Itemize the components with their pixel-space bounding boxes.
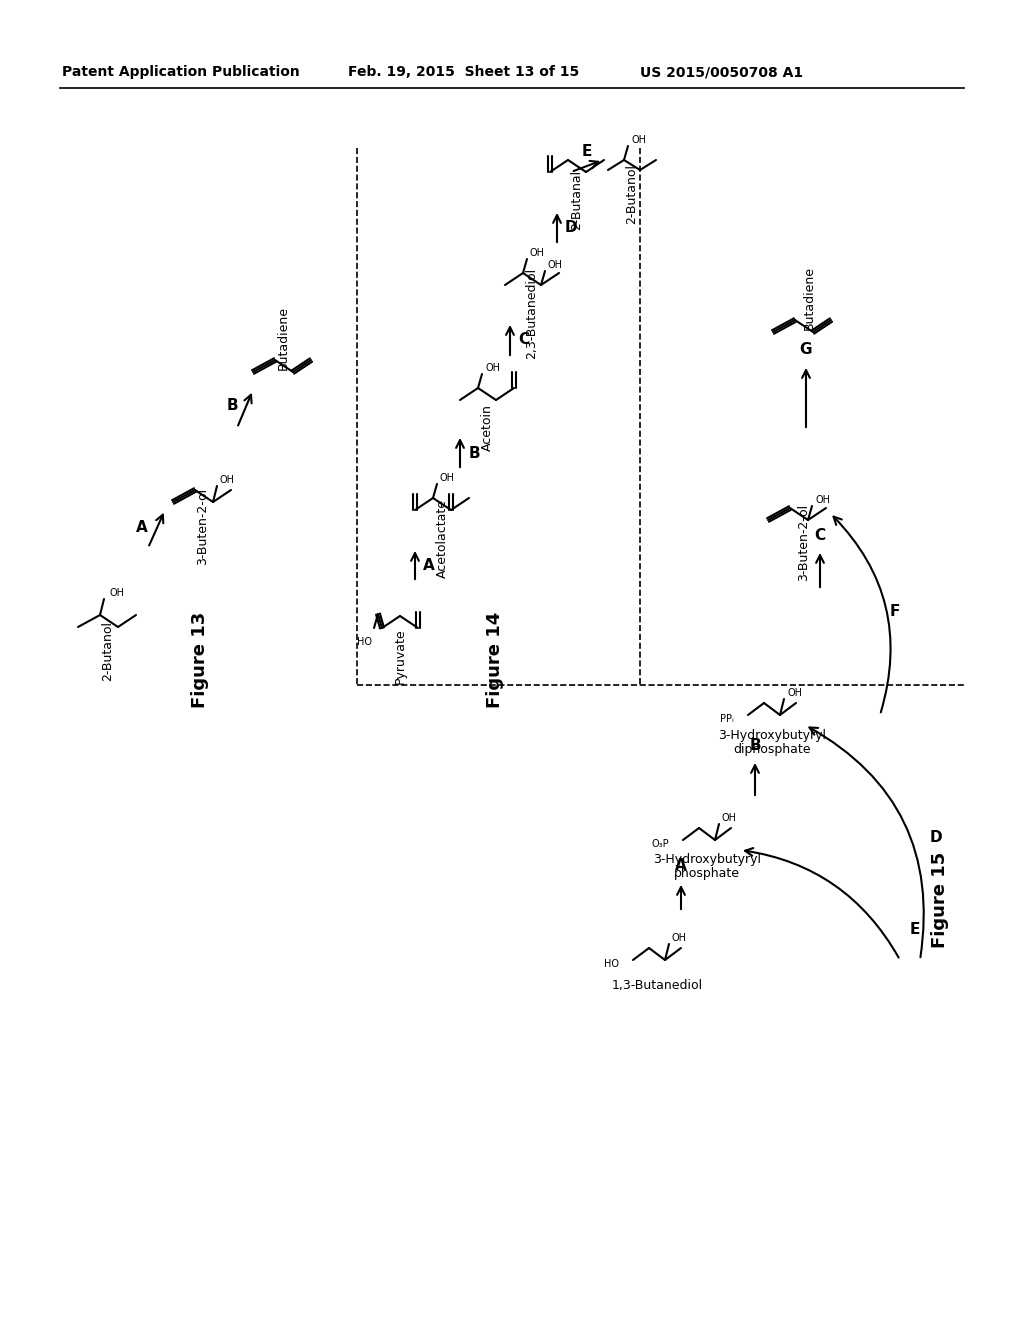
Text: O₃P: O₃P [651,840,669,849]
Text: A: A [423,557,435,573]
Text: PPᵢ: PPᵢ [720,714,734,723]
Text: OH: OH [220,475,234,484]
Text: OH: OH [672,933,687,942]
Text: 1,3-Butanediol: 1,3-Butanediol [611,979,702,993]
Text: G: G [800,342,812,358]
Text: OH: OH [815,495,830,506]
Text: 3-Buten-2-ol: 3-Buten-2-ol [197,487,210,565]
Text: Pyruvate: Pyruvate [393,628,407,684]
Text: 3-Buten-2-ol: 3-Buten-2-ol [798,503,811,581]
Text: Acetoin: Acetoin [480,404,494,451]
Text: D: D [930,829,943,845]
Text: US 2015/0050708 A1: US 2015/0050708 A1 [640,65,803,79]
Text: Figure 13: Figure 13 [191,612,209,708]
Text: F: F [890,603,900,619]
Text: diphosphate: diphosphate [733,742,811,755]
Text: E: E [582,144,592,160]
Text: OH: OH [440,473,455,483]
Text: OH: OH [530,248,545,257]
Text: 3-Hydroxybutyryl: 3-Hydroxybutyryl [653,854,761,866]
Text: phosphate: phosphate [674,867,740,880]
Text: OH: OH [722,813,737,822]
Text: B: B [226,399,238,413]
Text: E: E [910,923,921,937]
Text: OH: OH [548,260,563,271]
Text: C: C [814,528,825,543]
Text: A: A [136,520,148,535]
Text: HO: HO [604,960,618,969]
Text: HO: HO [357,638,372,647]
Text: Feb. 19, 2015  Sheet 13 of 15: Feb. 19, 2015 Sheet 13 of 15 [348,65,580,79]
Text: 2-Butanol: 2-Butanol [101,620,115,681]
Text: Butadiene: Butadiene [276,306,290,370]
Text: 2-Butanol: 2-Butanol [626,164,639,224]
Text: Acetolactate: Acetolactate [435,499,449,578]
Text: 3-Hydroxybutyryl: 3-Hydroxybutyryl [718,729,826,742]
Text: 2-Butanal: 2-Butanal [570,170,584,230]
Text: OH: OH [485,363,500,374]
Text: B: B [468,446,480,461]
Text: OH: OH [631,135,646,145]
Text: A: A [675,858,687,874]
Text: Figure 15: Figure 15 [931,851,949,948]
Text: OH: OH [110,587,125,598]
Text: OH: OH [787,688,802,698]
Text: B: B [750,738,761,752]
Text: Butadiene: Butadiene [803,267,815,330]
Text: Figure 14: Figure 14 [486,612,504,708]
Text: Patent Application Publication: Patent Application Publication [62,65,300,79]
Text: C: C [518,333,529,347]
Text: D: D [564,220,578,235]
Text: 2,3-Butanediol: 2,3-Butanediol [525,268,539,359]
